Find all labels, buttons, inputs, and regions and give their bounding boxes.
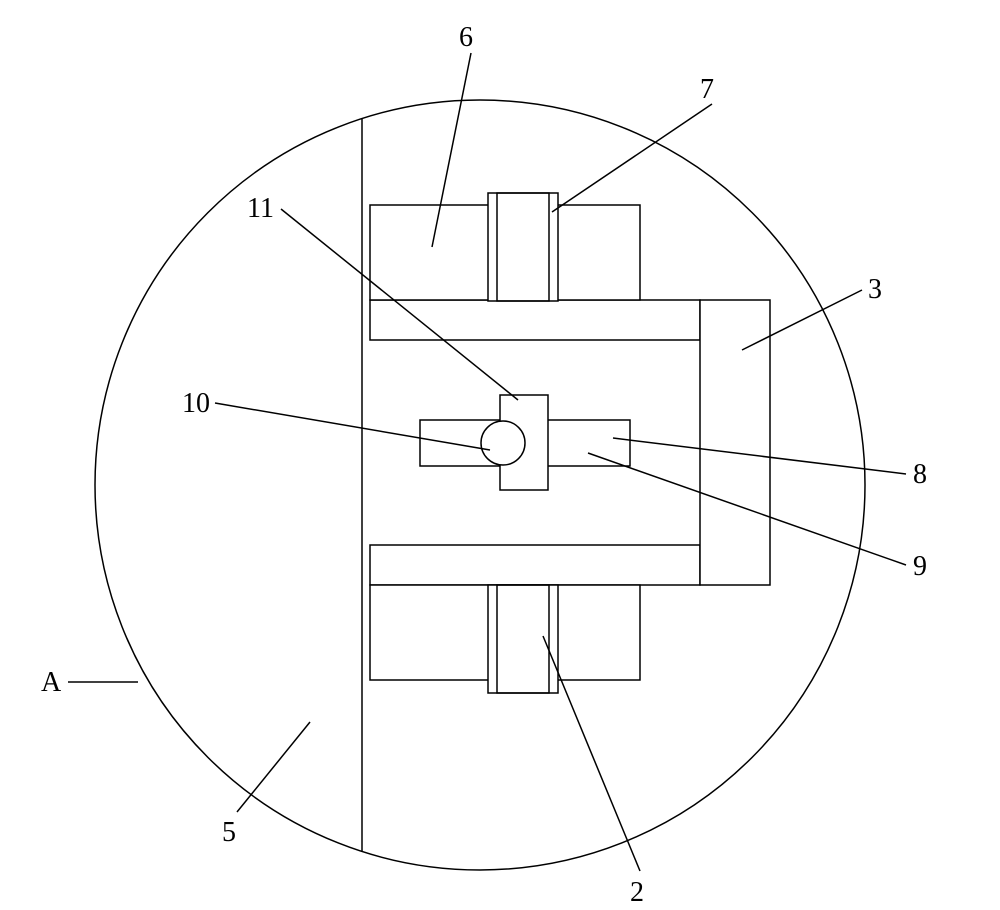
- label-8: 8: [913, 459, 927, 491]
- label-3: 3: [868, 274, 882, 306]
- label-10: 10: [182, 388, 210, 420]
- label-11: 11: [247, 193, 274, 225]
- label-9: 9: [913, 551, 927, 583]
- technical-diagram: [0, 0, 1000, 910]
- label-A: A: [41, 667, 61, 699]
- label-7: 7: [700, 74, 714, 106]
- label-5: 5: [222, 817, 236, 849]
- label-2: 2: [630, 877, 644, 909]
- label-6: 6: [459, 22, 473, 54]
